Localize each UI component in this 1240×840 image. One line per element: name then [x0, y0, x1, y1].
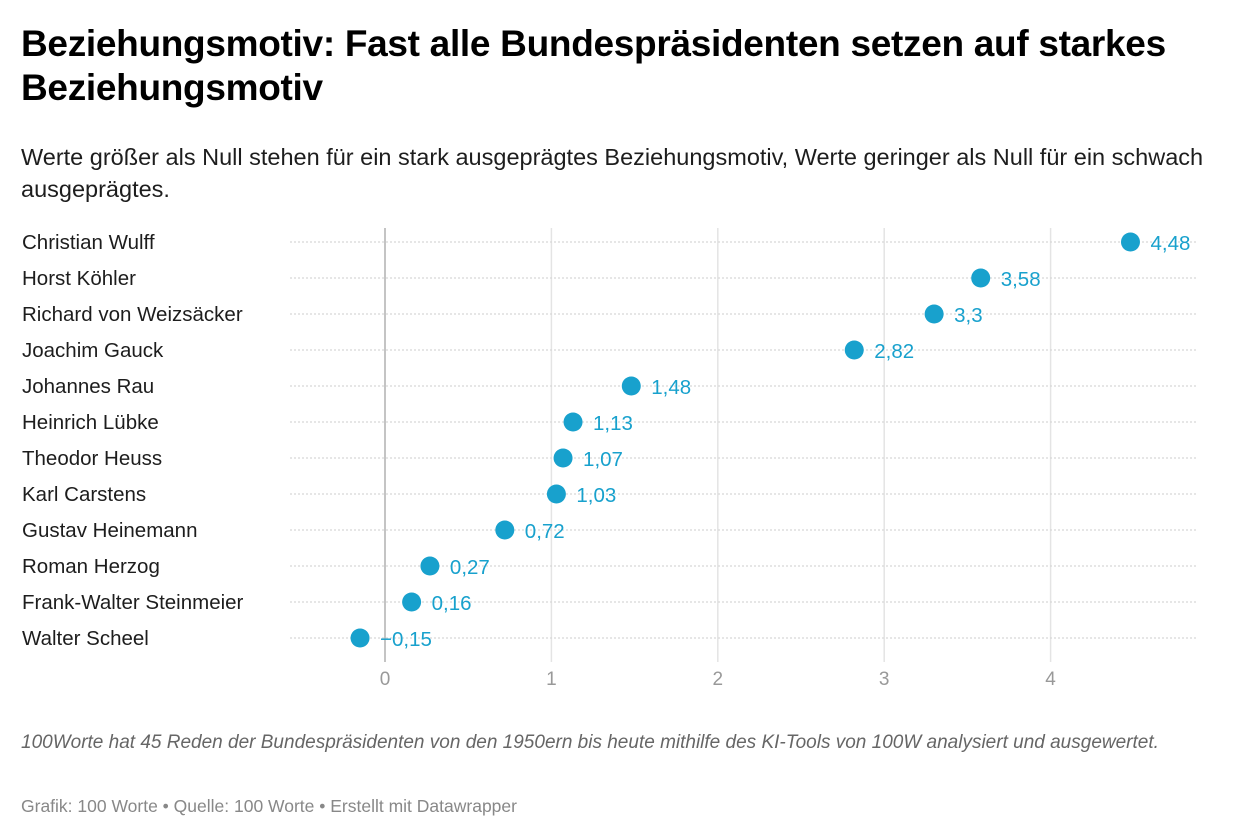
data-point	[924, 304, 944, 324]
data-label: 2,82	[874, 340, 914, 363]
chart-byline: Grafik: 100 Worte • Quelle: 100 Worte • …	[21, 796, 517, 816]
chart-notes: 100Worte hat 45 Reden der Bundespräsiden…	[21, 732, 1159, 753]
x-tick-label: 4	[1045, 669, 1056, 690]
data-label: 3,3	[954, 304, 983, 327]
data-label: 4,48	[1150, 232, 1190, 255]
dots-layer: 4,48 3,58 3,3 2,82 1,48 1,13 1,07 1,03 0,72 0,27 0…	[350, 232, 1190, 651]
data-label: 0,72	[525, 520, 565, 543]
row-label: Roman Herzog	[22, 555, 160, 578]
data-point	[621, 376, 641, 396]
data-point	[402, 592, 422, 612]
data-point	[495, 520, 515, 540]
x-axis-ticks: 0 1 2 3 4	[380, 669, 1057, 690]
row-label: Karl Carstens	[22, 483, 146, 506]
row-label: Frank-Walter Steinmeier	[22, 591, 244, 614]
data-label: 0,27	[450, 556, 490, 579]
row-label: Johannes Rau	[22, 375, 154, 398]
row-label: Horst Köhler	[22, 267, 136, 290]
data-label: 1,48	[651, 376, 691, 399]
chart-subtitle: Werte größer als Null stehen für ein sta…	[21, 144, 1204, 202]
row-label: Christian Wulff	[22, 231, 155, 254]
grid-layer	[384, 228, 1052, 662]
data-point	[420, 556, 440, 576]
data-point	[844, 340, 864, 360]
x-tick-label: 3	[879, 669, 890, 690]
row-label: Theodor Heuss	[22, 447, 162, 470]
data-point	[553, 448, 573, 468]
row-label: Joachim Gauck	[22, 339, 164, 362]
data-label: −0,15	[380, 628, 432, 651]
row-label: Richard von Weizsäcker	[22, 303, 243, 326]
row-label: Gustav Heinemann	[22, 519, 197, 542]
data-point	[546, 484, 566, 504]
data-label: 1,07	[583, 448, 623, 471]
x-tick-label: 1	[546, 669, 557, 690]
row-label: Heinrich Lübke	[22, 411, 159, 434]
chart-title: Beziehungsmotiv: Fast alle Bundespräside…	[21, 23, 1166, 108]
x-tick-label: 2	[713, 669, 724, 690]
row-label: Walter Scheel	[22, 627, 149, 650]
x-tick-label: 0	[380, 669, 391, 690]
data-label: 1,03	[576, 484, 616, 507]
data-label: 3,58	[1001, 268, 1041, 291]
data-label: 1,13	[593, 412, 633, 435]
data-point	[563, 412, 583, 432]
data-point	[1120, 232, 1140, 252]
rows-layer: Christian Wulff Horst Köhler Richard von W…	[22, 231, 1197, 650]
data-point	[971, 268, 991, 288]
data-point	[350, 628, 370, 648]
data-label: 0,16	[432, 592, 472, 615]
